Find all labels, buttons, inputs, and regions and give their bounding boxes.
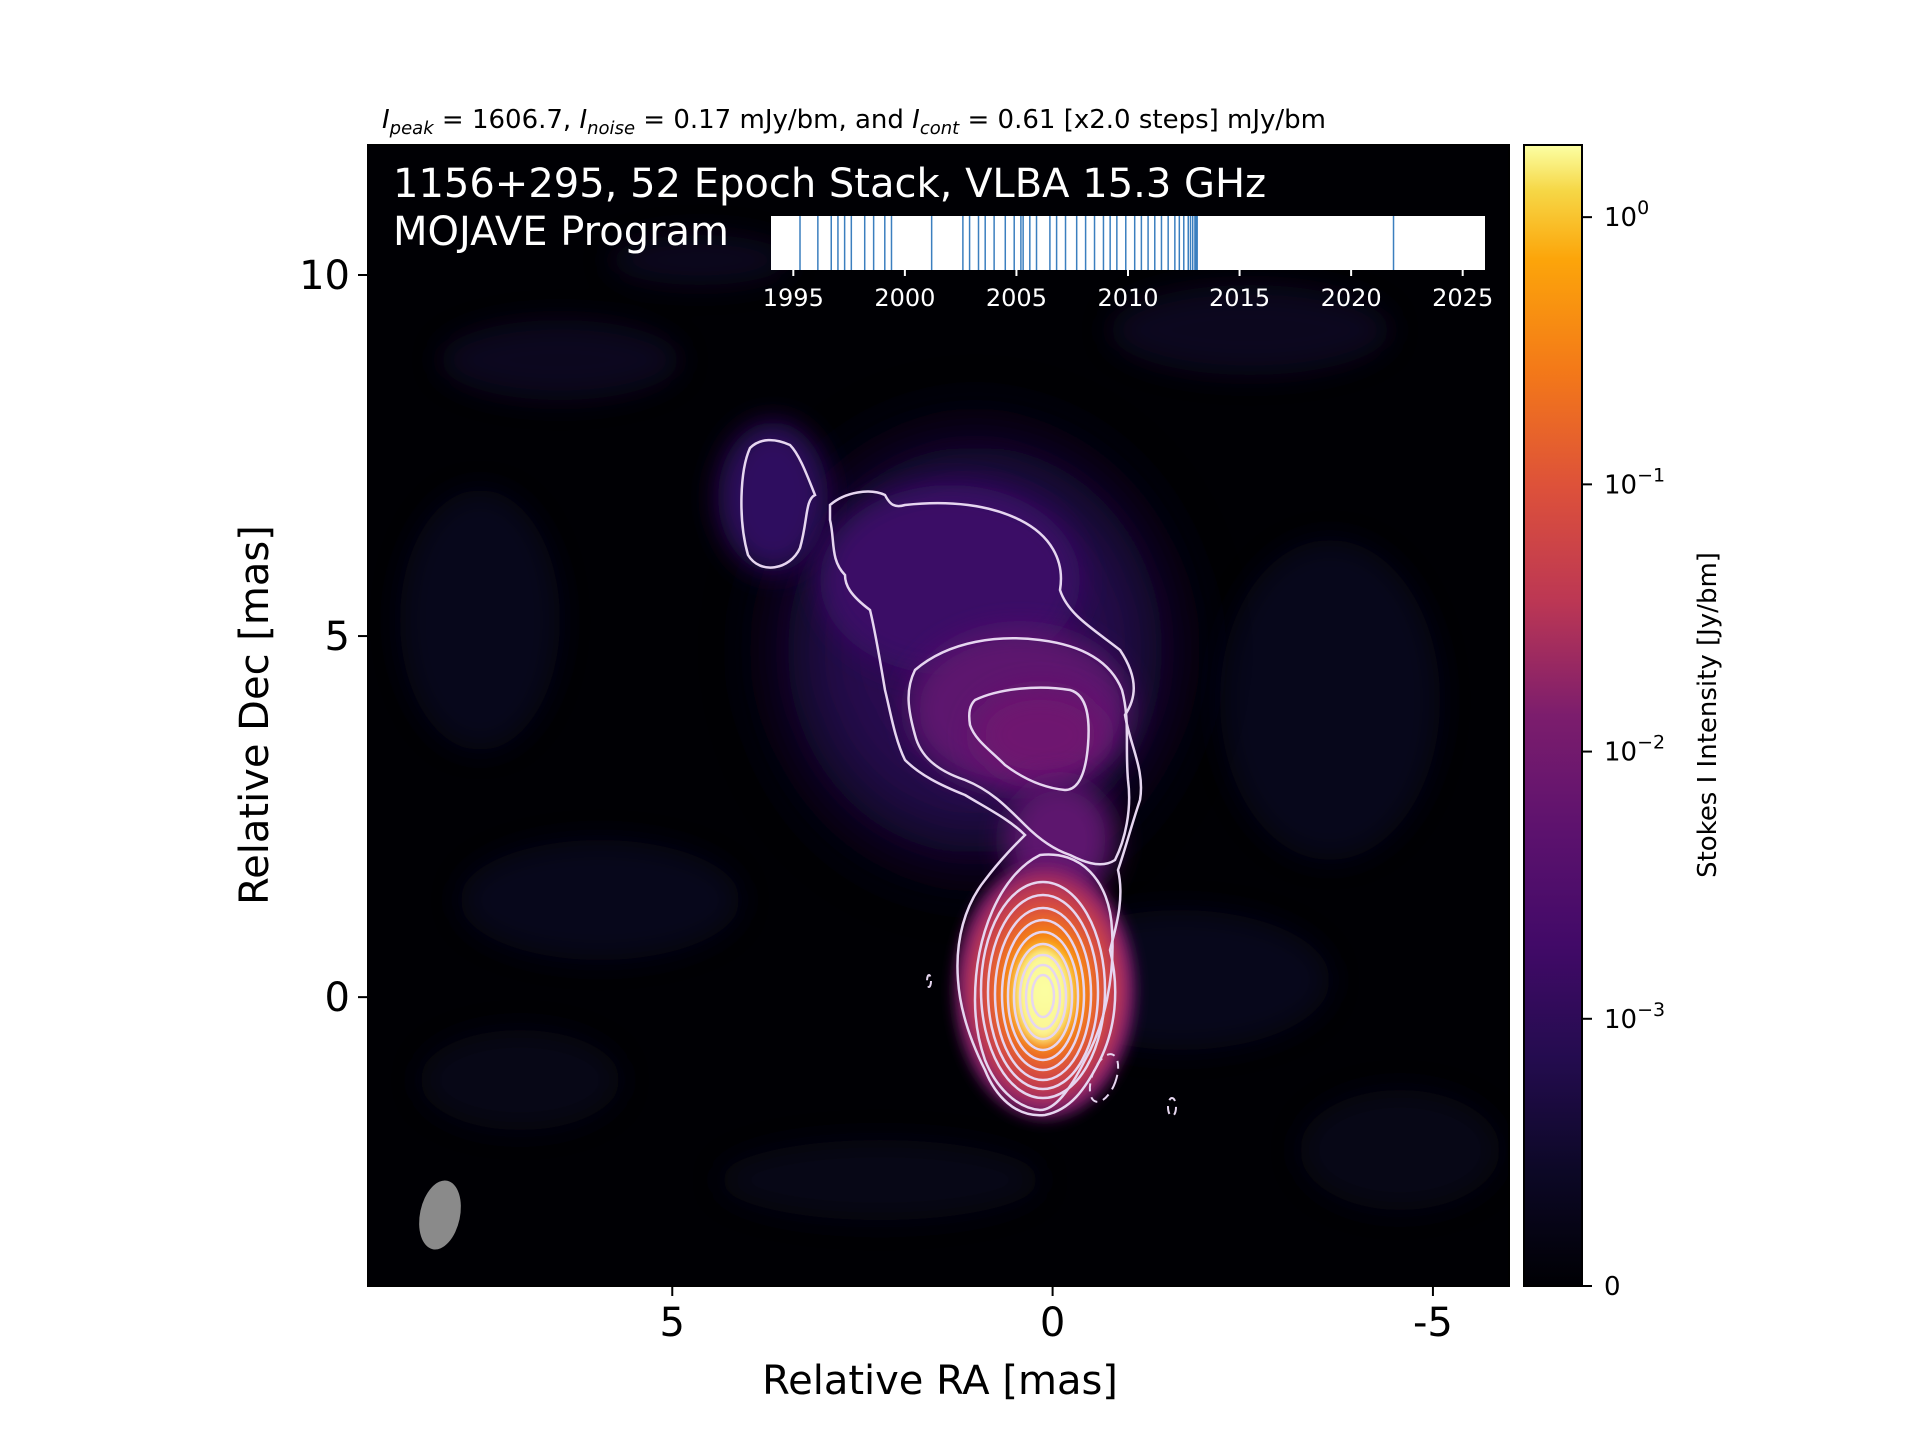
y-tick-label-1: 5 bbox=[325, 614, 350, 660]
image-statistics: Ipeak = 1606.7, Inoise = 0.17 mJy/bm, an… bbox=[382, 105, 1326, 139]
contours bbox=[740, 438, 1143, 1117]
timeline-tick-label-0: 1995 bbox=[763, 284, 824, 312]
timeline-tick-label-1: 2000 bbox=[874, 284, 935, 312]
contour-core-9 bbox=[1030, 973, 1056, 1019]
colorbar: 100 10−1 10−2 10−3 0 Stokes I Intensity [Jy/… bbox=[1523, 144, 1723, 1302]
plot-frame bbox=[367, 144, 1510, 1287]
y-tick-label-0: 10 bbox=[299, 253, 350, 299]
colorbar-tick-label-1: 10−1 bbox=[1604, 464, 1665, 500]
epoch-markers bbox=[799, 216, 1395, 270]
timeline-tick-label-5: 2020 bbox=[1321, 284, 1382, 312]
y-axis: 10 5 0 bbox=[299, 253, 368, 1021]
contour-core-3 bbox=[993, 906, 1093, 1082]
timeline-axis: 1995 2000 2005 2010 2015 2020 2025 bbox=[763, 270, 1493, 312]
colorbar-frame bbox=[1523, 144, 1583, 1287]
timeline-tick-label-2: 2005 bbox=[986, 284, 1047, 312]
colorbar-tick-label-4: 0 bbox=[1604, 1272, 1621, 1302]
epoch-timeline: 1995 2000 2005 2010 2015 2020 2025 bbox=[763, 216, 1493, 312]
contour-core-7 bbox=[1018, 953, 1068, 1041]
contour-level-1 bbox=[828, 490, 1143, 1117]
x-axis-label: Relative RA [mas] bbox=[762, 1358, 1118, 1404]
beam-ellipse bbox=[419, 1180, 461, 1250]
negative-contour-2 bbox=[1167, 1097, 1177, 1117]
x-tick-label-2: -5 bbox=[1413, 1300, 1453, 1346]
colorbar-gradient bbox=[1524, 145, 1582, 1286]
colorbar-ticks: 100 10−1 10−2 10−3 0 bbox=[1582, 197, 1665, 1302]
timeline-box bbox=[771, 216, 1485, 270]
contour-core-8 bbox=[1024, 963, 1062, 1031]
contour-level-3 bbox=[967, 686, 1090, 792]
map-title: 1156+295, 52 Epoch Stack, VLBA 15.3 GHz bbox=[393, 161, 1266, 207]
contour-core-1 bbox=[979, 880, 1107, 1100]
contour-core-5 bbox=[1006, 930, 1080, 1062]
x-tick-label-1: 0 bbox=[1040, 1300, 1065, 1346]
contour-north-feature bbox=[740, 438, 817, 569]
contour-core-6 bbox=[1012, 942, 1074, 1052]
colorbar-label: Stokes I Intensity [Jy/bm] bbox=[1693, 552, 1723, 878]
contour-core-2 bbox=[986, 893, 1100, 1091]
contour-core-4 bbox=[1000, 918, 1086, 1072]
negative-contour-1 bbox=[1088, 1053, 1120, 1103]
colorbar-tick-label-0: 100 bbox=[1604, 197, 1649, 233]
negative-contours bbox=[926, 974, 1177, 1117]
timeline-tick-label-3: 2010 bbox=[1097, 284, 1158, 312]
negative-contour-3 bbox=[926, 974, 932, 988]
intensity-map: 1156+295, 52 Epoch Stack, VLBA 15.3 GHz … bbox=[368, 145, 1509, 1286]
contour-level-2 bbox=[907, 637, 1131, 866]
x-axis: 5 0 -5 bbox=[660, 1286, 1453, 1346]
timeline-tick-label-6: 2025 bbox=[1432, 284, 1493, 312]
map-subtitle: MOJAVE Program bbox=[393, 209, 729, 255]
colorbar-tick-label-3: 10−3 bbox=[1604, 999, 1665, 1035]
colorbar-tick-label-2: 10−2 bbox=[1604, 732, 1665, 768]
y-axis-label: Relative Dec [mas] bbox=[232, 525, 278, 905]
y-tick-label-2: 0 bbox=[325, 975, 350, 1021]
x-tick-label-0: 5 bbox=[660, 1300, 685, 1346]
timeline-tick-label-4: 2015 bbox=[1209, 284, 1270, 312]
